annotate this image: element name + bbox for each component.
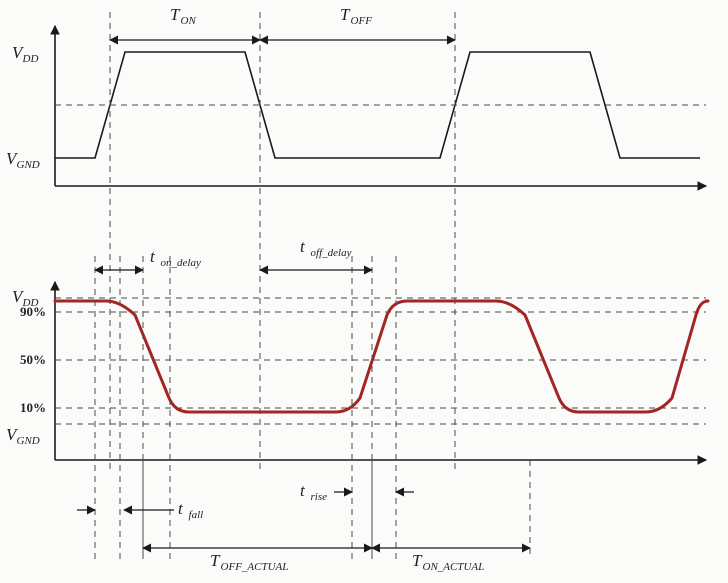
svg-text:T: T xyxy=(210,551,221,570)
svg-text:T: T xyxy=(340,5,351,24)
svg-text:t: t xyxy=(178,499,184,518)
svg-text:on_delay: on_delay xyxy=(161,257,201,269)
svg-text:t: t xyxy=(300,481,306,500)
svg-text:10%: 10% xyxy=(20,400,46,415)
svg-text:rise: rise xyxy=(311,491,328,503)
svg-text:50%: 50% xyxy=(20,352,46,367)
svg-text:T: T xyxy=(170,5,181,24)
svg-text:DD: DD xyxy=(22,53,39,65)
svg-text:OFF_ACTUAL: OFF_ACTUAL xyxy=(221,561,289,573)
svg-text:off_delay: off_delay xyxy=(311,247,352,259)
svg-text:ON: ON xyxy=(181,15,197,27)
svg-text:fall: fall xyxy=(189,509,204,521)
svg-text:90%: 90% xyxy=(20,304,46,319)
svg-text:t: t xyxy=(150,247,156,266)
svg-text:OFF: OFF xyxy=(351,15,373,27)
diagram-svg: VDDVGNDTONTOFFVDDVGND90%50%10%ton_delayt… xyxy=(0,0,728,583)
svg-text:t: t xyxy=(300,237,306,256)
svg-text:GND: GND xyxy=(17,435,40,447)
timing-diagram: VDDVGNDTONTOFFVDDVGND90%50%10%ton_delayt… xyxy=(0,0,728,583)
svg-text:T: T xyxy=(412,551,423,570)
svg-text:GND: GND xyxy=(17,159,40,171)
svg-text:ON_ACTUAL: ON_ACTUAL xyxy=(423,561,485,573)
